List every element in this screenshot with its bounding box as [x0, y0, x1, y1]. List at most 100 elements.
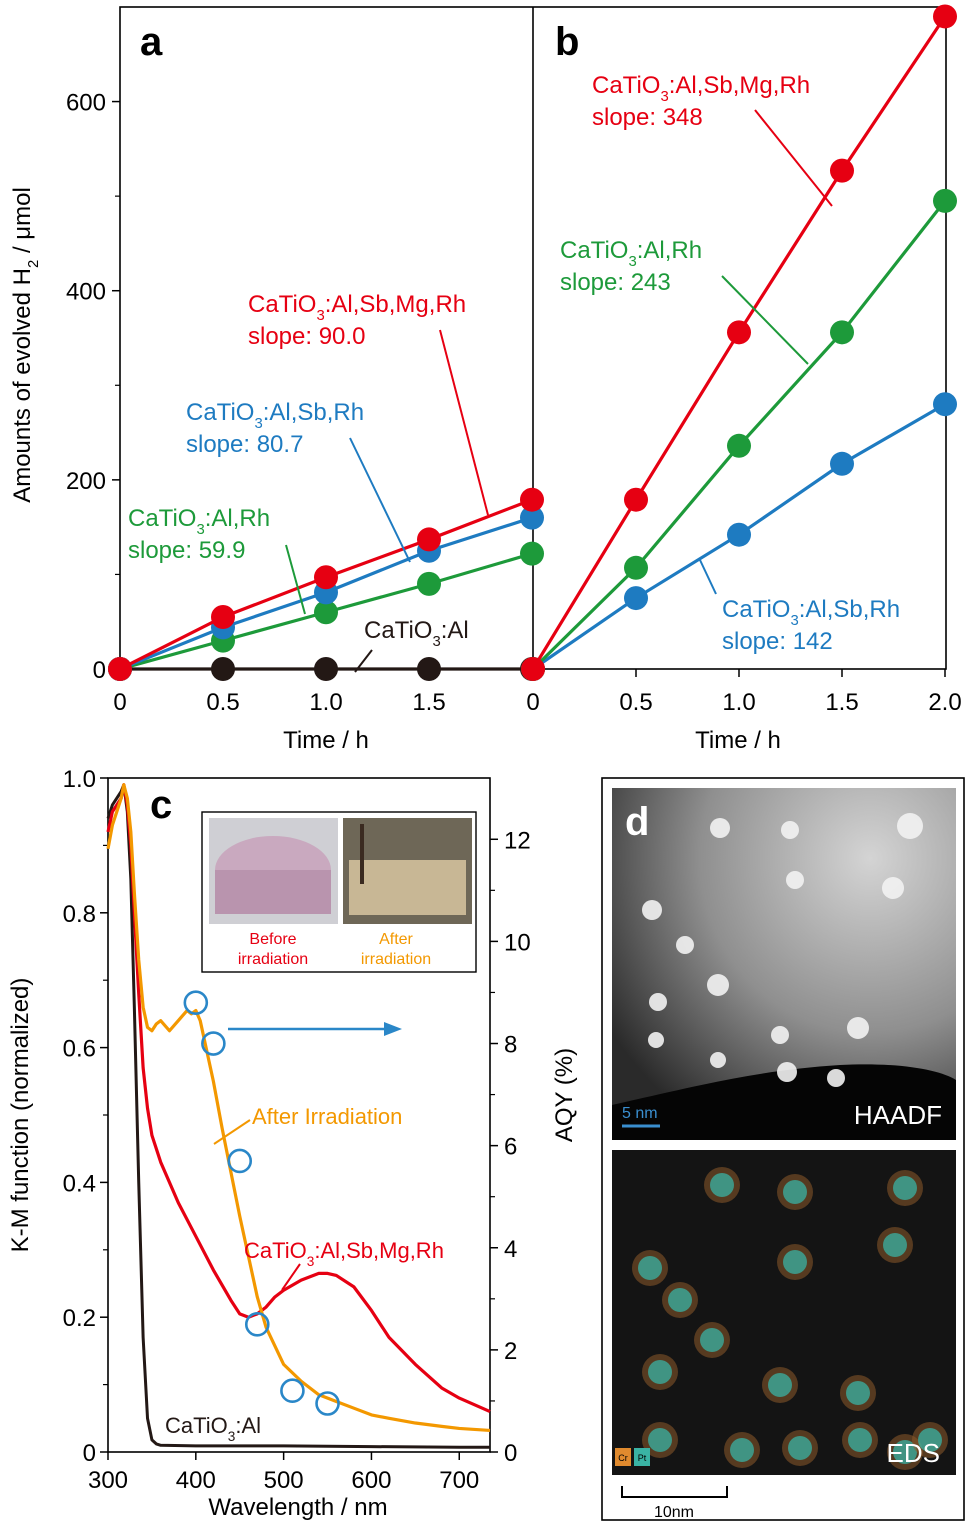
leader-line [754, 109, 833, 207]
series-label-part: 3 [432, 634, 440, 650]
panel-letter-a: a [140, 20, 163, 64]
aqy-point [227, 1148, 253, 1174]
label-red-sample-part: :Al,Sb,Mg,Rh [314, 1238, 444, 1263]
label-after-irradiation: After Irradiation [252, 1104, 402, 1129]
data-point [108, 657, 132, 681]
data-point [830, 451, 854, 476]
series-label-part: CaTiO [722, 596, 790, 623]
rod-after [360, 824, 364, 884]
y-right-label-group: AQY (%) [551, 1048, 578, 1142]
liquid-after [349, 860, 466, 915]
series-label-part: 3 [790, 613, 798, 629]
data-point [933, 188, 957, 213]
leader-line [354, 649, 373, 673]
haadf-particle [781, 821, 799, 839]
x-tick-label-b: 0 [526, 689, 539, 716]
series-label-part: 3 [196, 522, 204, 538]
data-point [417, 527, 441, 552]
eds-pt-signal [700, 1328, 724, 1352]
series-label-part: :Al,Sb,Rh [799, 596, 900, 623]
data-point [314, 600, 338, 625]
aqy-point [183, 990, 209, 1015]
eds-pt-signal [668, 1288, 692, 1312]
series-label-part: :Al,Rh [637, 237, 702, 264]
eds-label: EDS [887, 1438, 940, 1468]
liquid-before [215, 870, 331, 914]
eds-pt-signal [638, 1256, 662, 1280]
series-label-part: CaTiO [248, 291, 316, 318]
legend-pt-label: Pt [638, 1453, 647, 1463]
data-point [211, 604, 235, 629]
label-red-sample-part: CaTiO [244, 1238, 307, 1263]
data-point [417, 657, 441, 681]
leader-line [285, 544, 306, 615]
slope-label: slope: 142 [722, 628, 833, 655]
label-black-sample-part: CaTiO [165, 1413, 228, 1438]
slope-label: slope: 243 [560, 269, 671, 296]
eds-pt-signal [768, 1373, 792, 1397]
y-right-tick-label: 0 [504, 1440, 517, 1467]
label-red-sample-part: 3 [307, 1254, 315, 1269]
y-left-tick-label: 0.8 [63, 901, 96, 928]
series-label-part: CaTiO [364, 617, 432, 644]
eds-pt-signal [648, 1360, 672, 1384]
inset-label-before: Before [249, 931, 296, 948]
data-point [933, 392, 957, 417]
y-left-tick-label: 0.6 [63, 1036, 96, 1063]
data-point [933, 4, 957, 29]
series-label-part: :Al,Sb,Mg,Rh [325, 291, 466, 318]
eds-pt-signal [783, 1180, 807, 1204]
y-left-tick-label: 0 [83, 1440, 96, 1467]
haadf-particle [676, 936, 694, 954]
aqy-point [201, 1031, 226, 1056]
legend-cr-label: Cr [618, 1453, 628, 1463]
legend-swatch-pt [634, 1448, 650, 1466]
leader-line [281, 1263, 301, 1291]
x-tick-label-c: 400 [176, 1467, 216, 1494]
panel-c: 300 400 500 600 700 0 0.2 0.4 0.6 0.8 1.0 0 2 4 6 8 10 12… [7, 766, 578, 1521]
y-right-tick-label: 2 [504, 1338, 517, 1365]
eds-pt-signal [893, 1440, 917, 1464]
series-label: CaTiO3:Al,Sb,Mg,Rh [592, 72, 810, 105]
panel-letter-b: b [555, 20, 579, 64]
data-point [417, 571, 441, 596]
y-tick-label: 400 [66, 279, 106, 306]
y-axis-label-part: / μmol [9, 187, 36, 260]
inset-photos: Before irradiation After irradiation [201, 811, 477, 973]
series-label-part: :Al,Sb,Rh [263, 399, 364, 426]
data-point [830, 320, 854, 345]
y-right-axis-label: AQY (%) [551, 1048, 578, 1142]
series-label-part: CaTiO [128, 505, 196, 532]
data-point [624, 487, 648, 512]
data-point [520, 487, 544, 512]
data-point [314, 657, 338, 681]
series-label-part: 3 [254, 416, 262, 432]
eds-pt-signal [730, 1438, 754, 1462]
aqy-point [280, 1378, 305, 1404]
spectrum-line [106, 783, 491, 1433]
data-point [521, 657, 545, 681]
y-axis-label-part: Amounts of evolved H [9, 268, 36, 503]
aqy-point [244, 1312, 270, 1337]
series-label-part: CaTiO [592, 72, 660, 99]
leader-line [721, 275, 809, 365]
haadf-particle [649, 993, 667, 1011]
y-axis-label-group: Amounts of evolved H2 / μmol [9, 187, 42, 503]
y-right-tick-label: 10 [504, 929, 531, 956]
panel-letter-c: c [150, 783, 172, 827]
x-tick-label-a: 0 [113, 689, 126, 716]
slope-label: slope: 90.0 [248, 323, 365, 350]
y-right-tick-label: 4 [504, 1236, 517, 1263]
data-point [727, 433, 751, 458]
eds-pt-signal [648, 1428, 672, 1452]
data-point [624, 555, 648, 580]
inset-label-before-2: irradiation [238, 951, 308, 968]
slope-label: slope: 80.7 [186, 431, 303, 458]
y-left-tick-label: 0.4 [63, 1170, 96, 1197]
y-left-tick-label: 0.2 [63, 1305, 96, 1332]
y-right-tick-label: 8 [504, 1032, 517, 1059]
y-tick-label: 600 [66, 90, 106, 117]
x-tick-label-c: 600 [351, 1467, 391, 1494]
eds-pt-signal [893, 1176, 917, 1200]
haadf-particle [707, 974, 729, 996]
